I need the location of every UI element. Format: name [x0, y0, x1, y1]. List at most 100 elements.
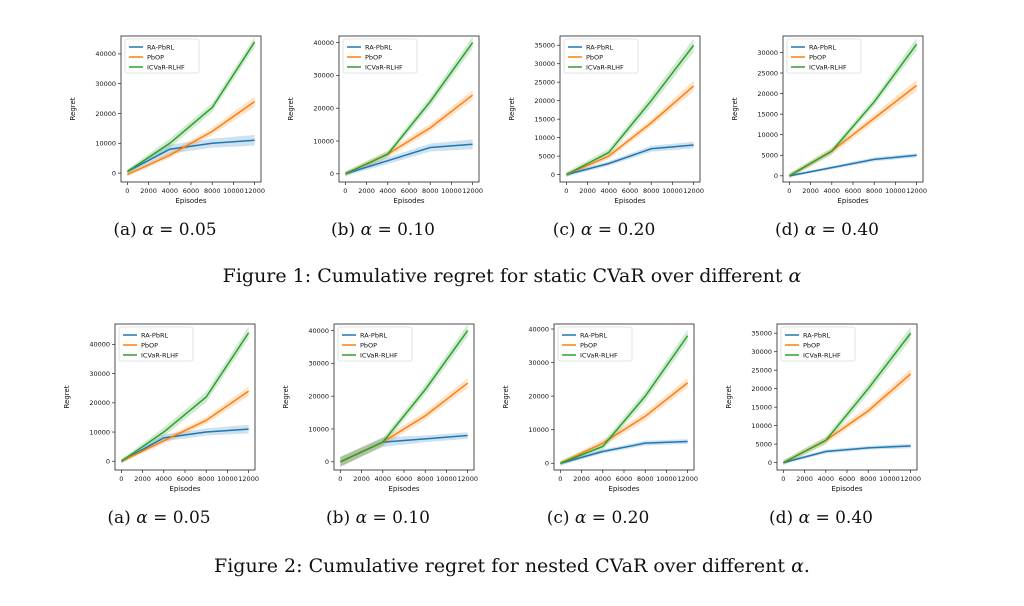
- x-tick-label: 6000: [177, 475, 194, 483]
- alpha-symbol: α: [788, 265, 802, 287]
- legend-label: PbOP: [147, 53, 164, 61]
- x-tick-label: 4000: [162, 187, 179, 195]
- y-tick-label: 15000: [534, 115, 555, 123]
- x-tick-label: 0: [125, 187, 129, 195]
- x-tick-label: 10000: [436, 475, 457, 483]
- x-tick-label: 0: [787, 187, 791, 195]
- subcaption: (a) α = 0.05: [59, 508, 259, 528]
- x-tick-label: 8000: [866, 187, 883, 195]
- y-tick-label: 20000: [89, 399, 110, 407]
- chart-svg: 0 2000 4000 6000 8000 10000 120000100002000030…: [69, 35, 265, 205]
- legend-label: PbOP: [141, 341, 158, 349]
- chart-fig1-c: 0 2000 4000 6000 8000 10000 12000 0 5000 10000 150…: [504, 32, 704, 210]
- x-axis-label: Episodes: [393, 197, 424, 205]
- x-tick-label: 4000: [156, 475, 173, 483]
- legend-box: [563, 38, 639, 74]
- subcaption: (d) α = 0.40: [721, 508, 921, 528]
- alpha-value: = 0.20: [591, 508, 650, 528]
- x-axis-label: Episodes: [831, 485, 862, 493]
- x-axis-label: Episodes: [175, 197, 206, 205]
- legend: RA-PbRL PbOP ICVaR-RLHF: [342, 38, 418, 74]
- y-axis-label: Regret: [282, 385, 290, 408]
- x-tick-label: 8000: [637, 475, 654, 483]
- subcaption-letter: (d): [775, 220, 800, 240]
- y-tick-label: 30000: [95, 80, 116, 88]
- alpha-symbol: α: [798, 508, 811, 528]
- subcaption-letter: (d): [769, 508, 794, 528]
- confidence-band: [121, 326, 249, 464]
- series-line: [345, 143, 473, 175]
- legend-label: PbOP: [580, 341, 597, 349]
- alpha-value: = 0.05: [153, 508, 211, 528]
- legend-label: RA-PbRL: [803, 331, 830, 339]
- x-tick-label: 8000: [860, 475, 877, 483]
- y-tick-label: 20000: [534, 97, 555, 105]
- x-axis-label: Episodes: [614, 197, 645, 205]
- y-tick-label: 20000: [751, 385, 772, 393]
- y-tick-label: 30000: [534, 60, 555, 68]
- subcaption: (d) α = 0.40: [727, 220, 927, 240]
- series-line: [566, 85, 695, 176]
- alpha-symbol: α: [136, 508, 148, 528]
- series-line: [345, 42, 474, 175]
- x-tick-label: 8000: [204, 187, 221, 195]
- y-tick-label: 15000: [751, 403, 772, 411]
- x-tick-label: 2000: [140, 187, 157, 195]
- chart-fig2-c: 0 2000 4000 6000 8000 10000 12000 0 10000 20000 30…: [498, 320, 698, 498]
- y-tick-label: 25000: [751, 367, 772, 375]
- alpha-symbol: α: [804, 220, 817, 240]
- y-tick-label: 25000: [534, 79, 555, 87]
- series-line: [560, 440, 688, 465]
- figure-caption-text: Figure 2: Cumulative regret for nested C…: [214, 555, 792, 577]
- x-tick-label: 0: [343, 187, 347, 195]
- legend-box: [557, 326, 633, 362]
- x-axis-label: Episodes: [388, 485, 419, 493]
- y-tick-label: 20000: [308, 392, 329, 400]
- alpha-symbol: α: [580, 220, 593, 240]
- series-line: [560, 335, 689, 464]
- x-tick-label: 6000: [622, 187, 639, 195]
- confidence-band: [345, 139, 473, 176]
- series-line: [566, 144, 694, 176]
- y-axis-label: Regret: [502, 385, 510, 408]
- legend-label: RA-PbRL: [141, 331, 168, 339]
- x-tick-label: 2000: [353, 475, 370, 483]
- y-tick-label: 20000: [313, 104, 334, 112]
- x-tick-label: 0: [558, 475, 562, 483]
- chart-fig2-a: 0 2000 4000 6000 8000 10000 12000 0 10000 20000 30…: [59, 320, 259, 498]
- y-tick-label: 10000: [308, 425, 329, 433]
- confidence-band: [127, 96, 255, 177]
- y-tick-label: 30000: [308, 360, 329, 368]
- chart-svg: 0 2000 4000 6000 8000 10000 120000100002000030…: [63, 323, 259, 493]
- x-tick-label: 8000: [417, 475, 434, 483]
- x-tick-label: 10000: [662, 187, 683, 195]
- x-tick-label: 10000: [217, 475, 238, 483]
- y-axis-label: Regret: [69, 97, 77, 120]
- legend-label: PbOP: [586, 53, 603, 61]
- alpha-value: = 0.40: [815, 508, 873, 528]
- y-tick-label: 40000: [89, 341, 110, 349]
- alpha-value: = 0.40: [821, 220, 879, 240]
- series-line: [783, 445, 911, 464]
- y-tick-label: 0: [768, 459, 772, 467]
- y-tick-label: 20000: [528, 392, 549, 400]
- y-axis-label: Regret: [731, 97, 739, 120]
- y-tick-label: 0: [774, 172, 778, 180]
- legend-box: [780, 326, 856, 362]
- legend: RA-PbRL PbOP ICVaR-RLHF: [337, 326, 413, 362]
- y-axis-label: Regret: [508, 97, 516, 120]
- series-line: [127, 100, 256, 176]
- y-tick-label: 0: [112, 169, 116, 177]
- y-axis-label: Regret: [63, 385, 71, 408]
- y-tick-label: 10000: [757, 131, 778, 139]
- subcaption-letter: (b): [326, 508, 351, 528]
- y-tick-label: 10000: [751, 422, 772, 430]
- y-tick-label: 10000: [89, 428, 110, 436]
- legend-label: ICVaR-RLHF: [360, 351, 398, 359]
- subcaption: (c) α = 0.20: [504, 220, 704, 240]
- y-tick-label: 35000: [534, 42, 555, 50]
- y-tick-label: 15000: [757, 110, 778, 118]
- x-tick-label: 12000: [900, 475, 921, 483]
- legend: RA-PbRL PbOP ICVaR-RLHF: [118, 326, 194, 362]
